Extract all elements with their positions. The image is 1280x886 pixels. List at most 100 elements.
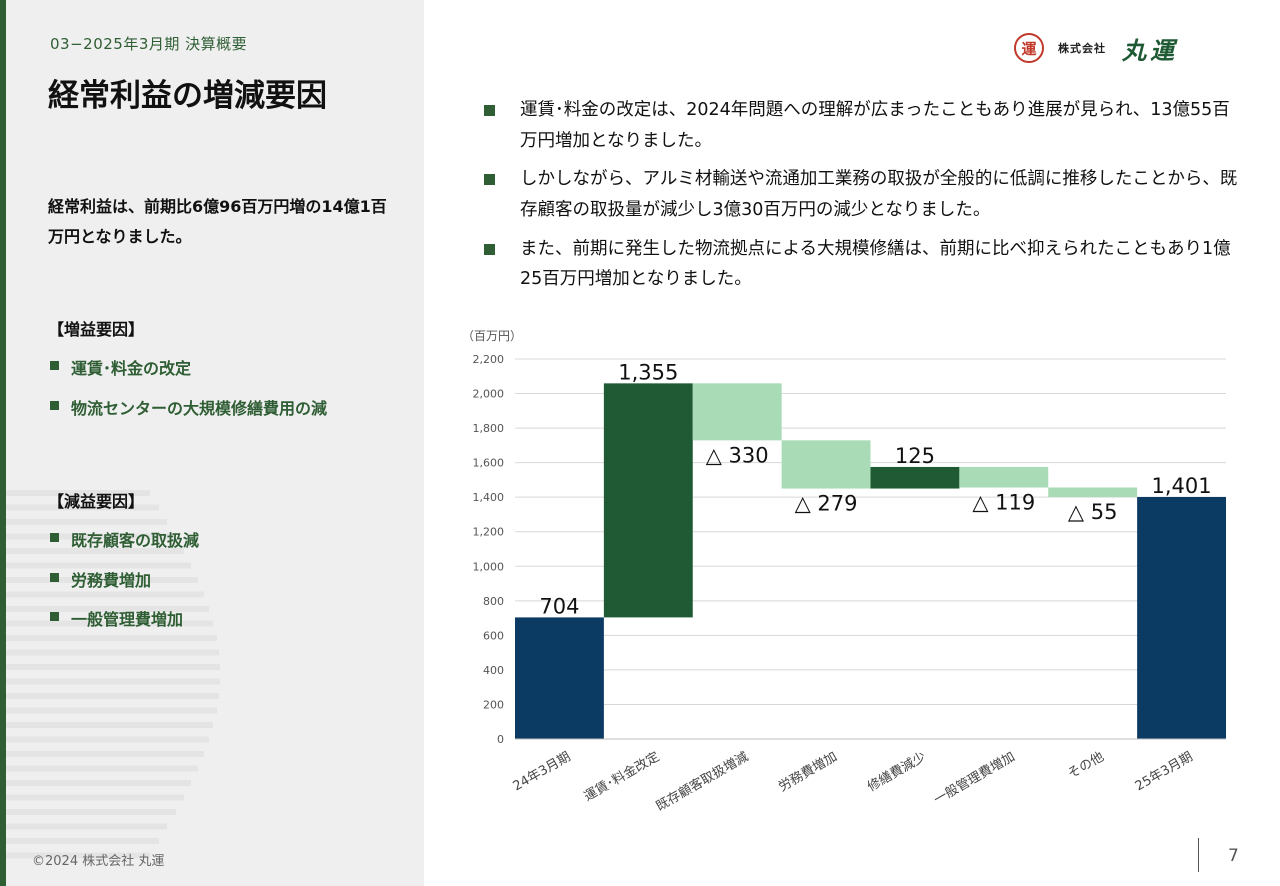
x-tick-label: 一般管理費増加 <box>931 749 1018 808</box>
data-label: △ 330 <box>706 443 769 467</box>
y-tick-label: 1,200 <box>473 526 505 539</box>
waterfall-bar <box>1048 487 1138 498</box>
y-tick-label: 600 <box>483 629 504 642</box>
decrease-item-label: 一般管理費増加 <box>71 610 184 629</box>
decorative-stripe <box>0 562 191 569</box>
decrease-item-label: 労務費増加 <box>71 570 152 590</box>
waterfall-bar <box>515 617 604 739</box>
bullet-item: また、前期に発生した物流拠点による大規模修繕は、前期に比べ抑えられたこともあり1… <box>484 234 1244 295</box>
decorative-stripe <box>0 649 219 656</box>
x-tick-label: 25年3月期 <box>1133 749 1196 794</box>
decorative-stripe <box>0 751 204 757</box>
increase-list: 運賃･料金の改定 物流センターの大規模修繕費用の減 <box>50 355 327 434</box>
y-tick-label: 1,400 <box>473 491 505 504</box>
y-tick-label: 1,800 <box>473 422 505 435</box>
waterfall-bar <box>959 466 1049 488</box>
summary-text: 経常利益は、前期比6億96百万円増の14億1百万円となりました。 <box>48 197 387 246</box>
section-label: 03−2025年3月期 決算概要 <box>50 35 248 53</box>
y-tick-label: 800 <box>483 595 504 608</box>
y-tick-label: 400 <box>483 664 504 677</box>
square-bullet-icon <box>50 400 59 410</box>
list-item: 物流センターの大規模修繕費用の減 <box>50 395 327 435</box>
waterfall-bar <box>692 383 782 441</box>
data-label: 1,401 <box>1152 474 1212 498</box>
decorative-stripe <box>0 548 184 554</box>
decrease-heading: 【減益要因】 <box>48 492 145 511</box>
square-bullet-icon <box>484 174 495 186</box>
x-tick-label: 修繕費減少 <box>865 749 929 795</box>
data-label: 125 <box>895 444 935 468</box>
decorative-stripe <box>0 838 159 844</box>
decorative-stripe <box>0 765 198 772</box>
decorative-stripe <box>0 809 176 815</box>
x-tick-label: 労務費増加 <box>776 749 840 794</box>
waterfall-bar <box>781 440 871 489</box>
decorative-stripe <box>0 504 159 511</box>
decorative-stripe <box>0 794 184 801</box>
decorative-stripe <box>0 707 217 714</box>
list-item: 労務費増加 <box>50 567 199 607</box>
increase-item-label: 運賃･料金の改定 <box>71 359 192 378</box>
data-label: 1,355 <box>618 360 678 384</box>
company-logo: 運 株式会社 丸運 <box>1014 30 1238 66</box>
y-tick-label: 2,200 <box>473 353 505 366</box>
accent-bar <box>0 0 6 886</box>
data-label: △ 279 <box>795 492 858 516</box>
logo-mark-icon: 運 <box>1014 33 1044 63</box>
y-tick-label: 0 <box>497 733 504 746</box>
decorative-stripe <box>0 620 213 627</box>
decorative-stripe <box>0 635 217 641</box>
bullet-item: しかしながら、アルミ材輸送や流通加工業務の取扱が全般的に低調に推移したことから、… <box>484 164 1244 225</box>
decorative-stripe <box>0 606 209 612</box>
waterfall-bar <box>603 383 693 618</box>
y-tick-label: 200 <box>483 698 504 711</box>
page-divider <box>1198 838 1199 872</box>
increase-heading: 【増益要因】 <box>48 320 145 339</box>
bullet-text: しかしながら、アルミ材輸送や流通加工業務の取扱が全般的に低調に推移したことから、… <box>520 169 1238 220</box>
square-bullet-icon <box>50 572 59 582</box>
decorative-stripe <box>0 664 220 670</box>
decorative-stripe <box>0 823 167 830</box>
commentary-bullets: 運賃･料金の改定は、2024年問題への理解が広まったこともあり進展が見られ、13… <box>484 95 1244 303</box>
x-tick-label: 運賃･料金改定 <box>581 749 662 805</box>
increase-item-label: 物流センターの大規模修繕費用の減 <box>71 398 328 418</box>
list-item: 運賃･料金の改定 <box>50 355 327 395</box>
decorative-stripe <box>0 519 167 525</box>
decorative-stripe <box>0 533 176 540</box>
square-bullet-icon <box>50 612 59 621</box>
decorative-stripe <box>0 852 150 859</box>
decorative-stripe <box>0 780 191 786</box>
decorative-stripes <box>0 490 220 859</box>
unit-label: （百万円） <box>462 329 522 343</box>
square-bullet-icon <box>484 243 495 255</box>
data-label: △ 55 <box>1068 500 1118 524</box>
square-bullet-icon <box>484 105 495 116</box>
square-bullet-icon <box>50 533 59 542</box>
decorative-stripe <box>0 577 198 583</box>
x-tick-label: その他 <box>1065 749 1106 781</box>
logo-subtext: 株式会社 <box>1058 42 1106 55</box>
x-tick-label: 既存顧客取扱増減 <box>653 749 751 815</box>
decorative-stripe <box>0 736 209 743</box>
copyright: ©2024 株式会社 丸運 <box>32 854 165 869</box>
list-item: 既存顧客の取扱減 <box>50 527 199 567</box>
y-tick-label: 1,000 <box>473 560 505 573</box>
y-tick-label: 2,000 <box>473 388 505 401</box>
waterfall-bar <box>1137 497 1226 739</box>
bullet-text: また、前期に発生した物流拠点による大規模修繕は、前期に比べ抑えられたこともあり1… <box>520 238 1231 290</box>
decorative-stripe <box>0 591 204 598</box>
waterfall-bar <box>870 466 960 489</box>
page-title: 経常利益の増減要因 <box>48 78 327 114</box>
decrease-list: 既存顧客の取扱減 労務費増加 一般管理費増加 <box>50 527 199 646</box>
left-panel <box>0 0 424 886</box>
x-tick-label: 24年3月期 <box>511 749 574 794</box>
logo-wordmark: 丸運 <box>1122 36 1178 65</box>
decorative-stripe <box>0 693 219 699</box>
page-number: 7 <box>1228 846 1239 866</box>
decorative-stripe <box>0 490 150 496</box>
list-item: 一般管理費増加 <box>50 606 199 646</box>
bullet-text: 運賃･料金の改定は、2024年問題への理解が広まったこともあり進展が見られ、13… <box>520 100 1230 151</box>
decorative-stripe <box>0 678 220 685</box>
y-tick-label: 1,600 <box>473 457 505 470</box>
